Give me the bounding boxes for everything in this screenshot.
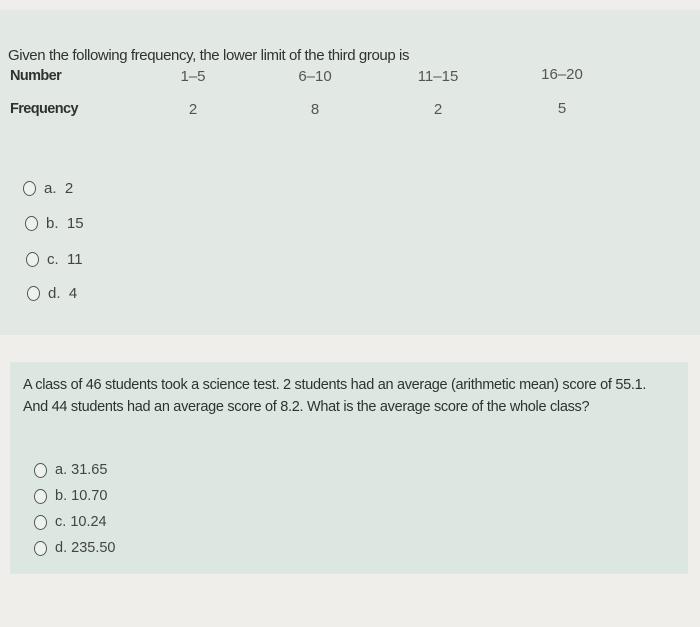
option-value: 15 bbox=[66, 215, 84, 232]
option-letter: d. bbox=[55, 540, 68, 556]
table-group: 6–10 bbox=[298, 68, 332, 85]
radio-icon[interactable] bbox=[34, 462, 47, 478]
radio-icon[interactable] bbox=[34, 488, 47, 504]
radio-icon[interactable] bbox=[26, 252, 39, 267]
option-b[interactable]: b. 10.70 bbox=[34, 488, 107, 504]
option-letter: d. bbox=[48, 285, 61, 302]
radio-icon[interactable] bbox=[25, 216, 38, 231]
radio-icon[interactable] bbox=[27, 286, 40, 301]
option-letter: c. bbox=[55, 514, 67, 530]
option-letter: b. bbox=[55, 488, 68, 504]
table-group: 1–5 bbox=[180, 68, 206, 85]
table-group: 16–20 bbox=[541, 66, 583, 83]
option-b[interactable]: b. 15 bbox=[25, 215, 84, 232]
option-a[interactable]: a. 31.65 bbox=[34, 462, 107, 478]
question-1-text: Given the following frequency, the lower… bbox=[8, 47, 410, 64]
table-frequency: 2 bbox=[433, 101, 443, 118]
option-value: 235.50 bbox=[71, 540, 116, 556]
table-frequency: 2 bbox=[188, 101, 198, 118]
table-frequency: 8 bbox=[310, 101, 320, 118]
table-frequency: 5 bbox=[557, 100, 567, 117]
option-value: 4 bbox=[68, 285, 78, 302]
option-letter: c. bbox=[47, 251, 59, 268]
option-a[interactable]: a. 2 bbox=[23, 180, 73, 197]
option-letter: a. bbox=[44, 180, 57, 197]
option-d[interactable]: d. 235.50 bbox=[34, 540, 115, 556]
question-1-panel: Given the following frequency, the lower… bbox=[0, 10, 700, 335]
question-2-panel: A class of 46 students took a science te… bbox=[10, 362, 688, 574]
radio-icon[interactable] bbox=[34, 514, 47, 530]
option-c[interactable]: c. 10.24 bbox=[34, 514, 107, 530]
option-letter: b. bbox=[46, 215, 59, 232]
table-group: 11–15 bbox=[417, 68, 459, 85]
option-letter: a. bbox=[55, 462, 68, 478]
table-label-frequency: Frequency bbox=[10, 101, 79, 117]
table-label-number: Number bbox=[10, 68, 62, 84]
option-value: 10.24 bbox=[70, 514, 107, 530]
option-value: 2 bbox=[64, 180, 74, 197]
option-d[interactable]: d. 4 bbox=[27, 285, 77, 302]
option-value: 11 bbox=[67, 251, 83, 268]
option-value: 10.70 bbox=[71, 488, 108, 504]
option-c[interactable]: c. 11 bbox=[26, 251, 83, 268]
question-2-text: A class of 46 students took a science te… bbox=[23, 377, 647, 415]
radio-icon[interactable] bbox=[23, 181, 36, 196]
radio-icon[interactable] bbox=[34, 540, 47, 556]
option-value: 31.65 bbox=[71, 462, 108, 478]
